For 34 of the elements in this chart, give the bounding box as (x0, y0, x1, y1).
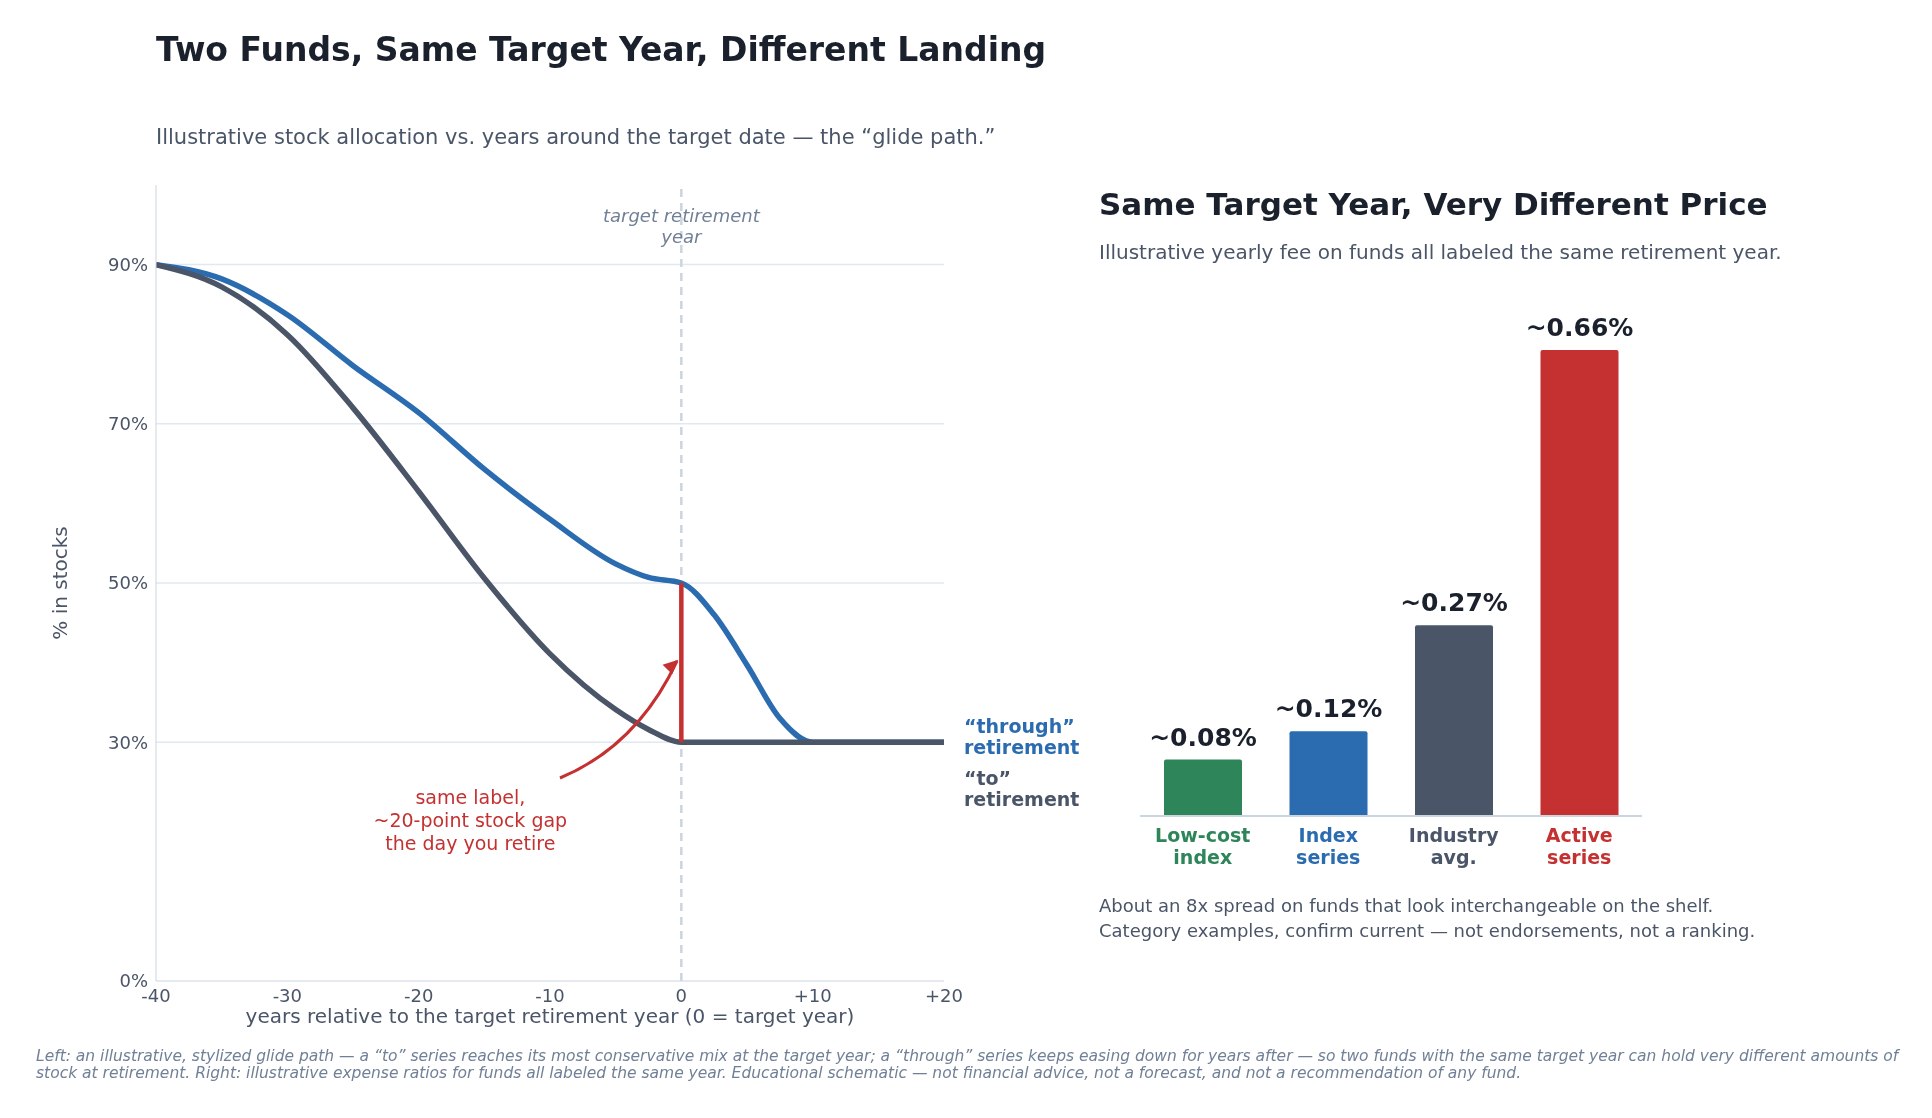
y-tick-label: 70% (107, 413, 148, 435)
bar (1289, 731, 1368, 816)
x-tick-label: -20 (403, 984, 434, 1006)
text: Left: an illustrative, stylized glide path — a “to” series reaches its most conservative mix at the target year; a “through” series keeps easing down for years after — so two funds with the same target year can hold very different amounts of stock at retirement. Right: illustrative expense ratios for funds all labeled the same year. Educational schematic — not financial advice, not a forecast, and not a recommendation of any fund. (36, 1047, 1901, 1082)
data-label: ~0.66% (1525, 313, 1634, 342)
chart-subtitle: Illustrative yearly fee on funds all labeled the same retirement year. (1099, 240, 1782, 264)
x-tick-label: -30 (272, 984, 303, 1006)
x-tick-label: +10 (793, 984, 832, 1006)
y-tick-label: 50% (107, 572, 148, 594)
bar (1164, 759, 1242, 816)
x-tick-label: Low-cost index (1155, 824, 1251, 868)
y-tick-label: 90% (107, 253, 148, 275)
data-label: ~0.27% (1400, 588, 1508, 618)
x-tick-label: 0 (675, 984, 688, 1006)
chart-subtitle: Illustrative stock allocation vs. years around the target date — the “glide path.” (156, 125, 996, 149)
data-label: ~0.08% (1149, 722, 1257, 752)
ref-line-label: target retirement year (601, 205, 762, 247)
data-label: ~0.12% (1274, 694, 1383, 724)
x-tick-label: -10 (535, 984, 565, 1006)
x-axis-title: years relative to the target retirement year (0 = target year) (245, 1004, 855, 1028)
bar (1415, 625, 1493, 816)
x-tick-label: Industry avg. (1408, 824, 1500, 868)
y-axis-title: % in stocks (48, 526, 73, 640)
x-tick-label: +20 (925, 984, 963, 1006)
x-tick-label: Index series (1296, 824, 1361, 868)
text: About an 8x spread on funds that look interchangeable on the shelf. Category examples, confirm current — not endorsements, not a ranking. (1099, 894, 1756, 943)
y-tick-label: 30% (107, 731, 148, 753)
chart-title: Same Target Year, Very Different Price (1099, 186, 1768, 222)
series-label: “to” retirement (964, 767, 1081, 811)
chart-title: Two Funds, Same Target Year, Different Landing (156, 30, 1047, 69)
series-label: “through” retirement (964, 715, 1081, 759)
annotation: same label, ~20-point stock gap the day you retire (372, 785, 569, 855)
x-tick-label: Active series (1545, 824, 1613, 868)
bar (1540, 350, 1619, 816)
